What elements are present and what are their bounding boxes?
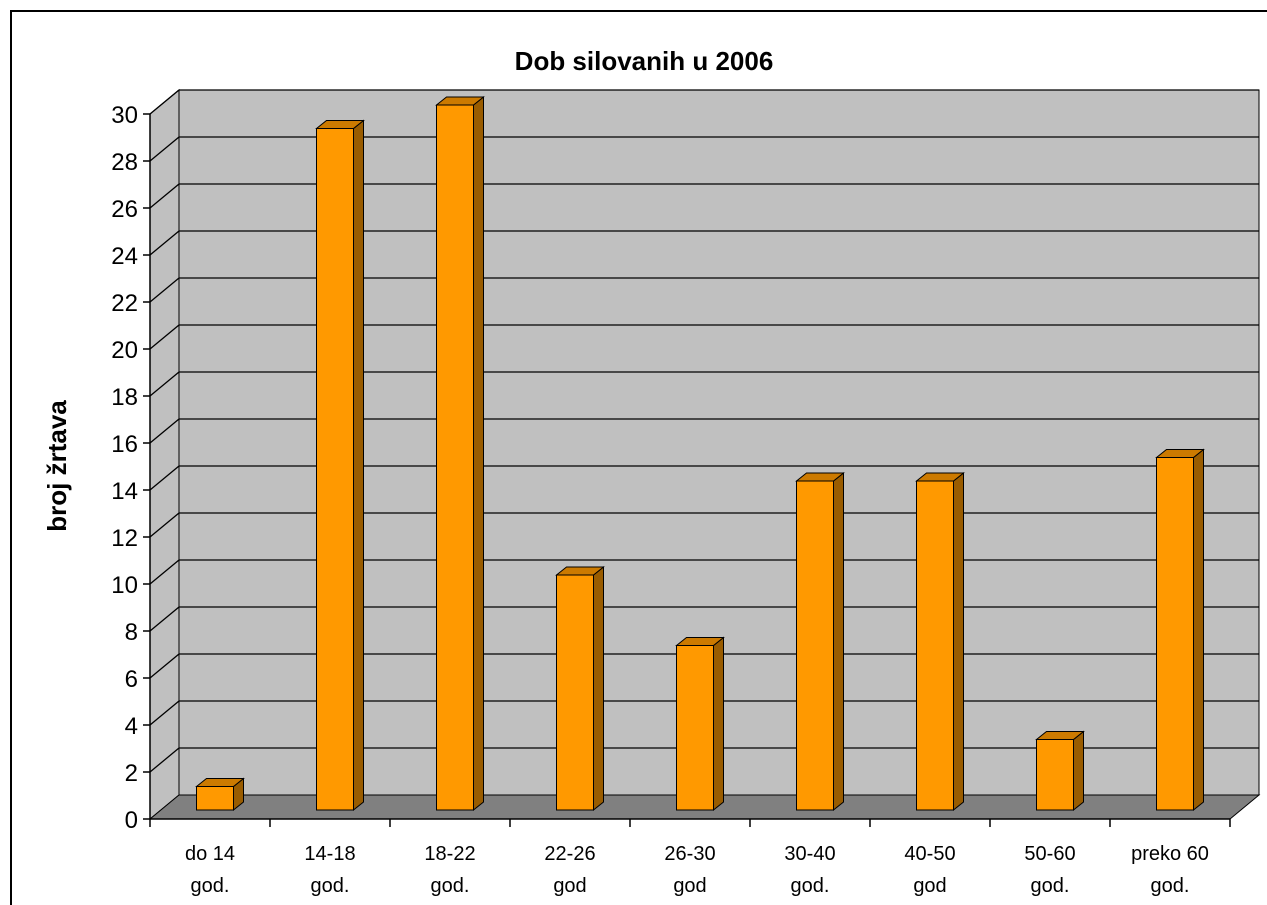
bar: [1156, 457, 1194, 811]
bar-side: [1193, 448, 1204, 812]
x-tick-label: 40-50: [904, 843, 955, 865]
x-tick-label: 26-30: [664, 843, 715, 865]
y-tick-label: 30: [111, 102, 138, 129]
y-tick-label: 20: [111, 337, 138, 364]
gridline-side: [149, 89, 180, 115]
x-tick-label: god: [553, 875, 586, 897]
y-tick-label: 22: [111, 290, 138, 317]
gridline-side: [149, 324, 180, 350]
y-tick-label: 10: [111, 572, 138, 599]
y-tick-label: 0: [125, 807, 138, 834]
y-tick-label: 4: [125, 713, 138, 740]
bar: [436, 104, 474, 811]
y-tick-label: 18: [111, 384, 138, 411]
x-tick-label: god.: [1151, 875, 1190, 897]
bar: [196, 786, 234, 811]
bar-side: [833, 471, 844, 812]
bar: [796, 480, 834, 811]
x-tick-label: 18-22: [424, 843, 475, 865]
bar-side: [713, 636, 724, 812]
y-axis-label: broj žrtava: [42, 400, 72, 532]
x-tick-label: 30-40: [784, 843, 835, 865]
x-tick-label: 14-18: [304, 843, 355, 865]
bar-side: [953, 471, 964, 812]
gridline-side: [149, 747, 180, 773]
bar: [916, 480, 954, 811]
x-tick-label: god.: [431, 875, 470, 897]
gridline-side: [149, 230, 180, 256]
gridline-side: [149, 700, 180, 726]
bar: [1036, 739, 1074, 811]
y-tick-label: 28: [111, 149, 138, 176]
x-tick-label: god.: [791, 875, 830, 897]
y-tick-label: 6: [125, 666, 138, 693]
gridline-side: [149, 512, 180, 538]
gridline-side: [149, 653, 180, 679]
y-tick-label: 2: [125, 760, 138, 787]
gridline-side: [149, 559, 180, 585]
bar-side: [1073, 730, 1084, 812]
x-tick-label: 50-60: [1024, 843, 1075, 865]
gridline-side: [149, 277, 180, 303]
y-tick-label: 26: [111, 196, 138, 223]
gridline-side: [149, 606, 180, 632]
bar: [676, 645, 714, 811]
x-tick-label: god.: [1031, 875, 1070, 897]
bar-side: [473, 95, 484, 812]
gridline-side: [149, 418, 180, 444]
x-tick-label: god.: [191, 875, 230, 897]
gridline-side: [149, 465, 180, 491]
bar-side: [593, 565, 604, 812]
x-tick-label: god.: [311, 875, 350, 897]
x-tick-label: 22-26: [544, 843, 595, 865]
y-tick-label: 14: [111, 478, 138, 505]
gridline-side: [149, 371, 180, 397]
bar: [316, 128, 354, 811]
side-wall: [149, 88, 180, 821]
y-tick-label: 16: [111, 431, 138, 458]
y-tick-label: 8: [125, 619, 138, 646]
y-tick-label: 12: [111, 525, 138, 552]
chart-title: Dob silovanih u 2006: [515, 46, 774, 76]
gridline-side: [149, 136, 180, 162]
x-tick-label: god: [673, 875, 706, 897]
y-tick-label: 24: [111, 243, 138, 270]
x-tick-label: preko 60: [1131, 843, 1209, 865]
gridline-side: [149, 183, 180, 209]
bar: [556, 574, 594, 811]
x-tick-label: god: [913, 875, 946, 897]
x-tick-label: do 14: [185, 843, 235, 865]
bar-side: [353, 119, 364, 812]
